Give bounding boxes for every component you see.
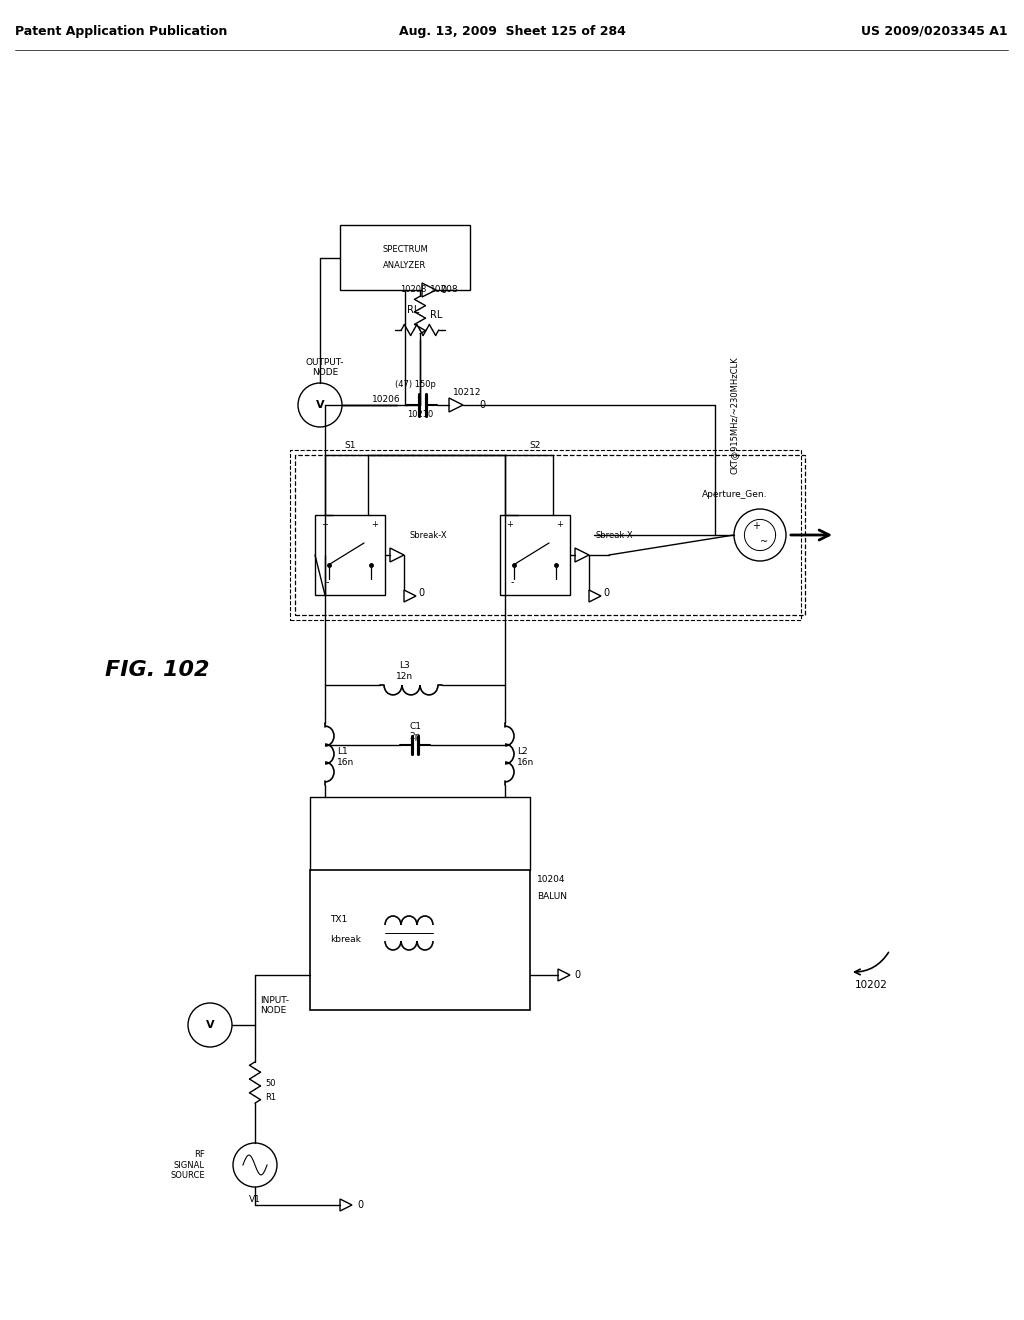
Text: 2p: 2p bbox=[410, 733, 421, 741]
Text: Aperture_Gen.: Aperture_Gen. bbox=[702, 490, 768, 499]
Text: 0: 0 bbox=[603, 587, 609, 598]
Text: L1
16n: L1 16n bbox=[337, 747, 354, 767]
Text: L2
16n: L2 16n bbox=[517, 747, 535, 767]
Text: 10212: 10212 bbox=[453, 388, 481, 397]
Circle shape bbox=[233, 1143, 278, 1187]
Text: V1: V1 bbox=[249, 1195, 261, 1204]
Text: +: + bbox=[557, 520, 563, 529]
Text: RF
SIGNAL
SOURCE: RF SIGNAL SOURCE bbox=[170, 1150, 205, 1180]
Polygon shape bbox=[340, 1199, 352, 1210]
Text: +: + bbox=[322, 520, 329, 529]
Text: 0: 0 bbox=[418, 587, 424, 598]
Text: 10210: 10210 bbox=[407, 411, 433, 418]
Text: RL: RL bbox=[430, 310, 442, 319]
Text: Sbreak-X: Sbreak-X bbox=[410, 531, 447, 540]
Polygon shape bbox=[449, 399, 463, 412]
Text: S2: S2 bbox=[529, 441, 541, 450]
Text: -: - bbox=[326, 577, 329, 587]
Text: OUTPUT-
NODE: OUTPUT- NODE bbox=[306, 358, 344, 378]
Circle shape bbox=[188, 1003, 232, 1047]
Text: TX1: TX1 bbox=[330, 915, 347, 924]
Text: ~: ~ bbox=[760, 537, 768, 546]
Polygon shape bbox=[589, 590, 601, 602]
Text: 0: 0 bbox=[479, 400, 485, 411]
Text: ANALYZER: ANALYZER bbox=[383, 261, 427, 271]
Text: RL: RL bbox=[407, 305, 419, 315]
Polygon shape bbox=[558, 969, 570, 981]
Text: L3: L3 bbox=[399, 661, 411, 671]
Bar bbox=[295, 455, 805, 615]
Bar bbox=[340, 224, 470, 290]
Text: V: V bbox=[315, 400, 325, 411]
Text: 0: 0 bbox=[440, 285, 446, 294]
Bar bbox=[315, 515, 385, 595]
Text: 12n: 12n bbox=[396, 672, 414, 681]
Text: 10204: 10204 bbox=[537, 875, 565, 884]
Polygon shape bbox=[422, 282, 436, 297]
Bar bbox=[290, 450, 801, 620]
Bar bbox=[500, 515, 570, 595]
Text: BALUN: BALUN bbox=[537, 892, 567, 902]
Text: 10202: 10202 bbox=[855, 979, 888, 990]
Text: Aug. 13, 2009  Sheet 125 of 284: Aug. 13, 2009 Sheet 125 of 284 bbox=[398, 25, 626, 38]
Text: +: + bbox=[752, 521, 760, 531]
Bar bbox=[310, 870, 530, 1010]
Polygon shape bbox=[575, 548, 589, 562]
Polygon shape bbox=[404, 590, 416, 602]
Text: INPUT-
NODE: INPUT- NODE bbox=[260, 995, 289, 1015]
Text: 10208: 10208 bbox=[399, 285, 426, 294]
Text: kbreak: kbreak bbox=[330, 936, 360, 945]
Text: V: V bbox=[206, 1020, 214, 1030]
Text: 10208: 10208 bbox=[430, 285, 459, 294]
Text: R1: R1 bbox=[265, 1093, 276, 1101]
Text: C1: C1 bbox=[409, 722, 421, 731]
Text: S1: S1 bbox=[344, 441, 355, 450]
Text: SPECTRUM: SPECTRUM bbox=[382, 246, 428, 253]
Text: 0: 0 bbox=[574, 970, 581, 979]
Text: US 2009/0203345 A1: US 2009/0203345 A1 bbox=[861, 25, 1008, 38]
Circle shape bbox=[298, 383, 342, 426]
Text: 50: 50 bbox=[265, 1078, 275, 1088]
Text: 0: 0 bbox=[357, 1200, 364, 1210]
Text: CKT@915MHz/~230MHzCLK: CKT@915MHz/~230MHzCLK bbox=[730, 356, 739, 474]
Text: FIG. 102: FIG. 102 bbox=[105, 660, 210, 680]
Polygon shape bbox=[390, 548, 404, 562]
Text: Patent Application Publication: Patent Application Publication bbox=[15, 25, 227, 38]
Text: Sbreak-X: Sbreak-X bbox=[595, 531, 633, 540]
Text: +: + bbox=[507, 520, 513, 529]
Text: 10206: 10206 bbox=[372, 396, 400, 404]
Text: +: + bbox=[372, 520, 379, 529]
Text: -: - bbox=[510, 577, 514, 587]
Circle shape bbox=[734, 510, 786, 561]
Text: (47) 150p: (47) 150p bbox=[394, 380, 435, 389]
